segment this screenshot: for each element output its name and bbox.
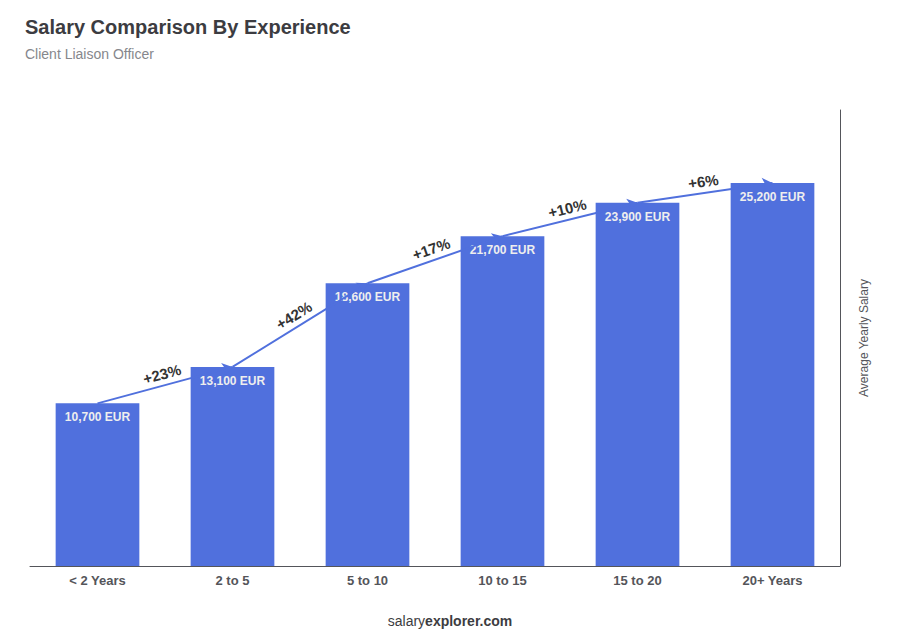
svg-text:18,600 EUR: 18,600 EUR (334, 290, 401, 305)
svg-text:+6%: +6% (687, 171, 720, 192)
svg-text:explorer.com: explorer.com (425, 613, 512, 629)
svg-text:salary: salary (388, 613, 425, 629)
svg-text:+42%: +42% (273, 298, 315, 333)
svg-text:10,700 EUR: 10,700 EUR (65, 410, 131, 424)
svg-text:13,100 EUR: 13,100 EUR (200, 374, 266, 388)
svg-text:< 2 Years: < 2 Years (69, 573, 126, 588)
svg-text:5 to 10: 5 to 10 (347, 573, 388, 588)
svg-text:+17%: +17% (410, 234, 452, 263)
svg-text:Client Liaison Officer: Client Liaison Officer (25, 46, 154, 62)
svg-text:+10%: +10% (546, 195, 588, 221)
svg-text:15 to 20: 15 to 20 (613, 573, 661, 588)
svg-text:20+ Years: 20+ Years (742, 573, 802, 588)
svg-text:2 to 5: 2 to 5 (216, 573, 250, 588)
svg-text:Average Yearly Salary: Average Yearly Salary (857, 279, 871, 397)
svg-text:23,900 EUR: 23,900 EUR (605, 210, 671, 224)
svg-text:25,200 EUR: 25,200 EUR (740, 190, 806, 204)
svg-text:+23%: +23% (141, 361, 183, 388)
svg-text:21,700 EUR: 21,700 EUR (470, 243, 536, 257)
svg-text:Salary Comparison By Experienc: Salary Comparison By Experience (25, 16, 351, 38)
svg-text:10 to 15: 10 to 15 (478, 573, 526, 588)
